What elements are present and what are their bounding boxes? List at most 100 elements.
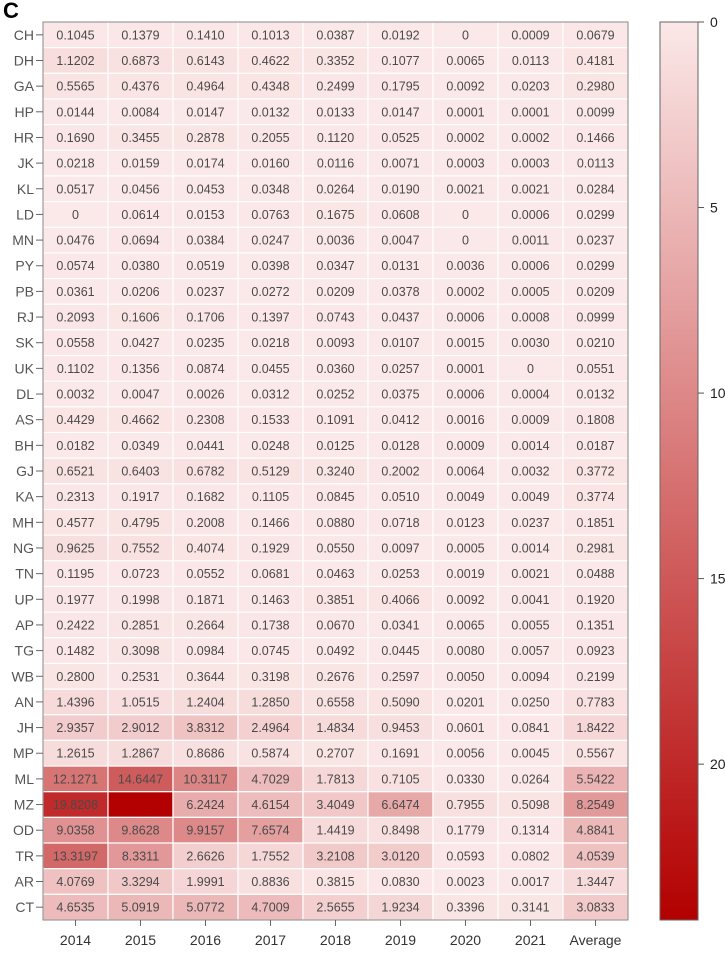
cell-value-label: 0.4795 bbox=[121, 516, 159, 530]
heatmap-cell bbox=[432, 816, 499, 844]
cell-value-label: 0.0047 bbox=[381, 234, 419, 248]
heatmap-cell bbox=[302, 457, 369, 485]
cell-value-label: 4.0769 bbox=[56, 875, 94, 889]
heatmap-cell bbox=[367, 149, 434, 177]
cell-value-label: 0.2199 bbox=[576, 670, 614, 684]
cell-value-label: 0.0107 bbox=[381, 336, 419, 350]
cell-value-label: 0.0201 bbox=[446, 695, 484, 709]
cell-value-label: 0.1977 bbox=[56, 593, 94, 607]
cell-value-label: 2.9357 bbox=[56, 721, 94, 735]
heatmap-cell bbox=[172, 406, 239, 434]
cell-value-label: 0.0093 bbox=[316, 336, 354, 350]
cell-value-label: 0.0235 bbox=[186, 336, 224, 350]
heatmap-cell bbox=[172, 765, 239, 793]
cell-value-label: 0.0009 bbox=[446, 439, 484, 453]
row-label: CH bbox=[14, 27, 34, 43]
cell-value-label: 0.0257 bbox=[381, 362, 419, 376]
heatmap-cell bbox=[562, 21, 629, 49]
cell-value-label: 1.4419 bbox=[316, 824, 354, 838]
cell-value-label: 0.8836 bbox=[251, 875, 289, 889]
heatmap-cell bbox=[42, 175, 109, 203]
heatmap-cell bbox=[497, 149, 564, 177]
heatmap-cell bbox=[562, 457, 629, 485]
cell-value-label: 0.0681 bbox=[251, 567, 289, 581]
heatmap-cell bbox=[432, 585, 499, 613]
cell-value-label: 0.0378 bbox=[381, 285, 419, 299]
heatmap-cell bbox=[497, 175, 564, 203]
cell-value-label: 0.4622 bbox=[251, 54, 289, 68]
cell-value-label: 2.5655 bbox=[316, 901, 354, 915]
heatmap-cell bbox=[172, 124, 239, 151]
row-label: CT bbox=[15, 899, 34, 915]
row-label: DH bbox=[14, 52, 34, 68]
row-label: TN bbox=[15, 566, 34, 582]
heatmap-cell bbox=[42, 508, 109, 536]
row-label: AP bbox=[15, 617, 34, 633]
heatmap-cell bbox=[42, 406, 109, 434]
cell-value-label: 0.0574 bbox=[56, 259, 94, 273]
cell-value-label: 0.4181 bbox=[576, 54, 614, 68]
cell-value-label: 0 bbox=[462, 28, 469, 42]
cell-value-label: 1.3447 bbox=[576, 875, 614, 889]
cell-value-label: 0.0999 bbox=[576, 311, 614, 325]
cell-value-label: 0.7955 bbox=[446, 798, 484, 812]
cell-value-label: 0.3352 bbox=[316, 54, 354, 68]
row-label: KL bbox=[17, 181, 34, 197]
cell-value-label: 0.0763 bbox=[251, 208, 289, 222]
heatmap-cell bbox=[432, 508, 499, 536]
cell-value-label: 0.4964 bbox=[186, 80, 224, 94]
cell-value-label: 0.0160 bbox=[251, 157, 289, 171]
cell-value-label: 4.7009 bbox=[251, 901, 289, 915]
cell-value-label: 0.2055 bbox=[251, 131, 289, 145]
cell-value-label: 0.0745 bbox=[251, 644, 289, 658]
cell-value-label: 0.1105 bbox=[252, 490, 289, 504]
cell-value-label: 0.2499 bbox=[316, 80, 354, 94]
cell-value-label: 0.4074 bbox=[186, 541, 224, 555]
heatmap-cell bbox=[562, 508, 629, 536]
heatmap-cell bbox=[172, 226, 239, 254]
cell-value-label: 0.0248 bbox=[251, 439, 289, 453]
heatmap-cell bbox=[107, 868, 174, 895]
cell-value-label: 0.0006 bbox=[511, 208, 549, 222]
cell-value-label: 0 bbox=[462, 208, 469, 222]
heatmap-cell bbox=[107, 175, 174, 203]
column-label: 2016 bbox=[190, 932, 221, 948]
cell-value-label: 0.3815 bbox=[316, 875, 354, 889]
cell-value-label: 0.3141 bbox=[511, 901, 549, 915]
cell-value-label: 0.0132 bbox=[251, 105, 289, 119]
heatmap-cell bbox=[237, 457, 304, 485]
heatmap-cell bbox=[42, 765, 109, 793]
cell-value-label: 6.6474 bbox=[381, 798, 419, 812]
cell-value-label: 0.0005 bbox=[446, 541, 484, 555]
cell-value-label: 0.0064 bbox=[446, 465, 484, 479]
cell-value-label: 0.0209 bbox=[576, 285, 614, 299]
cell-value-label: 0.0743 bbox=[316, 311, 354, 325]
cell-value-label: 0.0427 bbox=[121, 336, 159, 350]
colorbar-tick-label: 5 bbox=[710, 200, 718, 216]
cell-value-label: 0.0032 bbox=[56, 388, 94, 402]
cell-value-label: 5.0772 bbox=[186, 901, 224, 915]
panel-label: C bbox=[3, 0, 19, 23]
cell-value-label: 0.1466 bbox=[251, 516, 289, 530]
heatmap-cell bbox=[497, 816, 564, 844]
heatmap-cell bbox=[367, 21, 434, 49]
heatmap-cell bbox=[497, 226, 564, 254]
cell-value-label: 0.0131 bbox=[381, 259, 419, 273]
cell-value-label: 0.0026 bbox=[186, 388, 224, 402]
heatmap-cell bbox=[367, 560, 434, 588]
cell-value-label: 0.4429 bbox=[56, 413, 94, 427]
cell-value-label: 0.0113 bbox=[512, 54, 549, 68]
cell-value-label: 0.0021 bbox=[511, 182, 549, 196]
row-label: MH bbox=[12, 514, 34, 530]
heatmap-cell bbox=[237, 252, 304, 280]
cell-value-label: 1.2404 bbox=[186, 695, 224, 709]
heatmap-cell bbox=[107, 688, 174, 716]
cell-value-label: 0.0009 bbox=[511, 413, 549, 427]
cell-value-label: 0.0830 bbox=[381, 875, 419, 889]
heatmap-cell bbox=[562, 149, 629, 177]
cell-value-label: 6.2424 bbox=[186, 798, 224, 812]
cell-value-label: 0.0001 bbox=[446, 105, 484, 119]
cell-value-label: 0.0802 bbox=[511, 849, 549, 863]
cell-value-label: 0.1397 bbox=[251, 311, 289, 325]
